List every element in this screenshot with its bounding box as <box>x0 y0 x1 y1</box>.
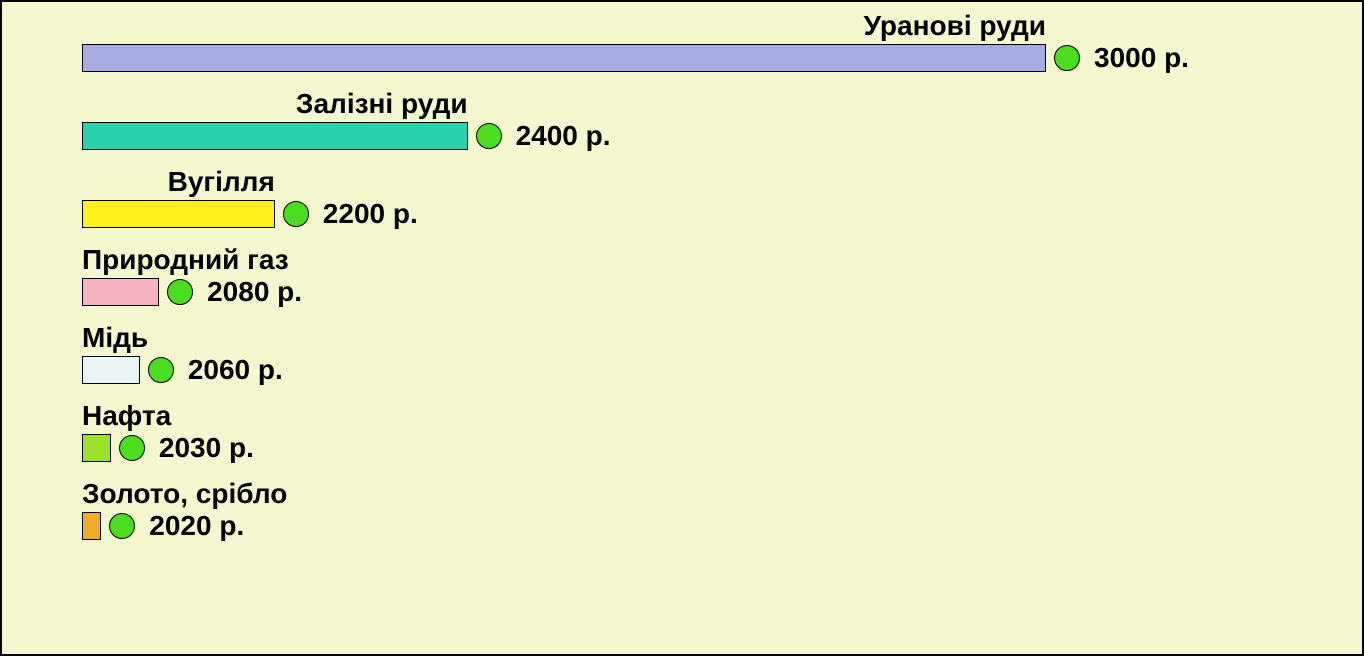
end-marker-icon <box>109 513 135 539</box>
end-marker-icon <box>283 201 309 227</box>
bar-value: 2080 р. <box>207 276 302 308</box>
end-marker-icon <box>148 357 174 383</box>
bar-value: 2400 р. <box>516 120 611 152</box>
bar <box>82 356 140 384</box>
end-marker-icon <box>119 435 145 461</box>
bar-value: 3000 р. <box>1094 42 1189 74</box>
bar-row: 2020 р. <box>82 510 244 542</box>
bar-value: 2200 р. <box>323 198 418 230</box>
end-marker-icon <box>1054 45 1080 71</box>
bar-row: 2030 р. <box>82 432 254 464</box>
bar <box>82 434 111 462</box>
resources-depletion-chart: Уранові руди 3000 р. Залізні руди 2400 р. Ву… <box>0 0 1364 656</box>
bar <box>82 512 101 540</box>
bar-row: 3000 р. <box>82 42 1189 74</box>
bar <box>82 122 468 150</box>
end-marker-icon <box>167 279 193 305</box>
bar-label: Вугілля <box>82 166 275 198</box>
bar <box>82 278 159 306</box>
bar <box>82 200 275 228</box>
bar-value: 2030 р. <box>159 432 254 464</box>
bar-row: 2060 р. <box>82 354 283 386</box>
bar-value: 2060 р. <box>188 354 283 386</box>
bar-label: Залізні руди <box>82 88 468 120</box>
bar-value: 2020 р. <box>149 510 244 542</box>
bar-label: Золото, срібло <box>82 478 101 510</box>
bar <box>82 44 1046 72</box>
bar-row: 2080 р. <box>82 276 302 308</box>
end-marker-icon <box>476 123 502 149</box>
bar-row: 2200 р. <box>82 198 418 230</box>
bar-row: 2400 р. <box>82 120 611 152</box>
bar-label: Мідь <box>82 322 140 354</box>
bar-label: Природний газ <box>82 244 159 276</box>
bar-label: Уранові руди <box>82 10 1046 42</box>
bar-label: Нафта <box>82 400 111 432</box>
